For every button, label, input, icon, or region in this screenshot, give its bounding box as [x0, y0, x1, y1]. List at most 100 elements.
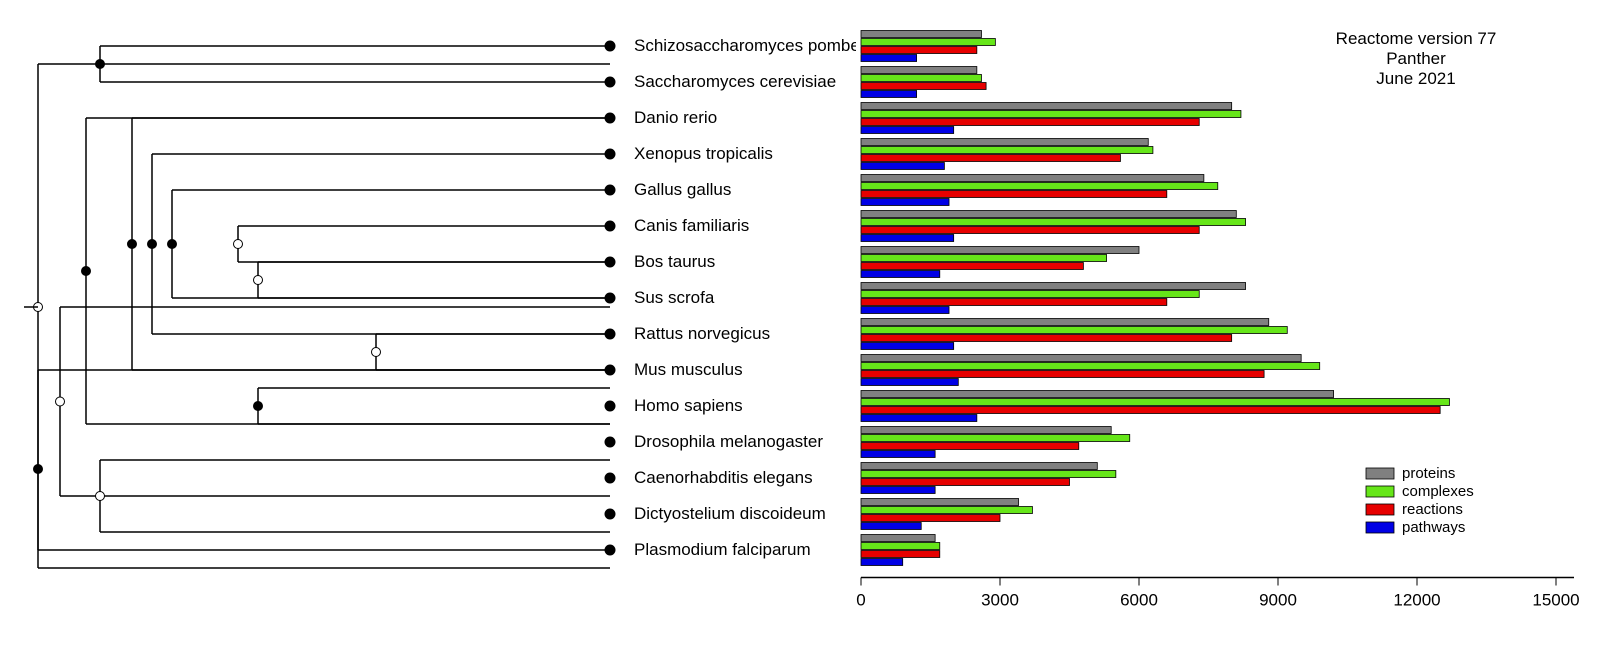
species-label: Sus scrofa: [634, 288, 715, 307]
legend-label: proteins: [1402, 465, 1455, 482]
bar-complexes: [861, 435, 1130, 442]
species-label: Homo sapiens: [634, 396, 743, 415]
bar-complexes: [861, 507, 1032, 514]
legend-label: pathways: [1402, 519, 1465, 536]
legend-swatch-complexes: [1366, 486, 1394, 497]
bar-complexes: [861, 327, 1287, 334]
tree-internal-node: [372, 348, 381, 357]
bar-reactions: [861, 83, 986, 90]
bar-proteins: [861, 283, 1246, 290]
species-label: Mus musculus: [634, 360, 743, 379]
bar-proteins: [861, 499, 1019, 506]
bar-complexes: [861, 255, 1107, 262]
bar-pathways: [861, 199, 949, 206]
bar-proteins: [861, 427, 1111, 434]
legend-swatch-pathways: [1366, 522, 1394, 533]
bar-pathways: [861, 271, 940, 278]
bar-complexes: [861, 39, 995, 46]
chart-title-line: June 2021: [1376, 69, 1455, 88]
bar-reactions: [861, 263, 1083, 270]
bar-pathways: [861, 343, 954, 350]
bar-proteins: [861, 175, 1204, 182]
bar-pathways: [861, 379, 958, 386]
chart-title-line: Reactome version 77: [1336, 29, 1497, 48]
tree-internal-node: [96, 492, 105, 501]
bar-reactions: [861, 47, 977, 54]
x-tick-label: 6000: [1120, 591, 1158, 610]
species-label: Schizosaccharomyces pombe: [634, 36, 856, 55]
species-label: Caenorhabditis elegans: [634, 468, 813, 487]
bar-proteins: [861, 391, 1334, 398]
bar-complexes: [861, 363, 1320, 370]
tree-leaf-node: [605, 473, 615, 483]
species-label: Plasmodium falciparum: [634, 540, 811, 559]
tree-leaf-node: [605, 437, 615, 447]
bar-pathways: [861, 55, 917, 62]
bar-proteins: [861, 463, 1097, 470]
bar-complexes: [861, 399, 1449, 406]
bar-reactions: [861, 443, 1079, 450]
tree-internal-node: [148, 240, 157, 249]
bar-reactions: [861, 551, 940, 558]
bar-pathways: [861, 307, 949, 314]
bar-pathways: [861, 235, 954, 242]
species-label: Bos taurus: [634, 252, 715, 271]
bar-reactions: [861, 299, 1167, 306]
tree-svg: Schizosaccharomyces pombe Saccharomyces c…: [20, 20, 856, 635]
bar-complexes: [861, 291, 1199, 298]
bar-reactions: [861, 227, 1199, 234]
tree-leaf-node: [605, 509, 615, 519]
legend-swatch-reactions: [1366, 504, 1394, 515]
tree-internal-node: [254, 276, 263, 285]
chart-svg: 0 3000 6000 9000 12000 15000 Reactome version …: [856, 20, 1591, 635]
bar-reactions: [861, 407, 1440, 414]
x-tick-label: 15000: [1532, 591, 1579, 610]
x-tick-label: 12000: [1393, 591, 1440, 610]
bar-reactions: [861, 371, 1264, 378]
tree-internal-node: [168, 240, 177, 249]
species-label: Gallus gallus: [634, 180, 731, 199]
bar-proteins: [861, 67, 977, 74]
x-tick-label: 3000: [981, 591, 1019, 610]
bar-proteins: [861, 103, 1232, 110]
bar-chart-panel: 0 3000 6000 9000 12000 15000 Reactome version …: [856, 20, 1591, 635]
phylogenetic-tree-panel: Schizosaccharomyces pombe Saccharomyces c…: [20, 20, 856, 635]
bar-reactions: [861, 335, 1232, 342]
bar-pathways: [861, 559, 903, 566]
figure-container: Schizosaccharomyces pombe Saccharomyces c…: [20, 20, 1591, 635]
chart-title-line: Panther: [1386, 49, 1446, 68]
bar-pathways: [861, 487, 935, 494]
bar-complexes: [861, 111, 1241, 118]
bar-pathways: [861, 163, 944, 170]
bar-proteins: [861, 139, 1148, 146]
legend-swatch-proteins: [1366, 468, 1394, 479]
bar-proteins: [861, 211, 1236, 218]
tree-internal-node: [254, 402, 263, 411]
species-label: Xenopus tropicalis: [634, 144, 773, 163]
tree-internal-node: [56, 397, 65, 406]
legend-label: complexes: [1402, 483, 1474, 500]
x-tick-label: 9000: [1259, 591, 1297, 610]
bar-reactions: [861, 155, 1120, 162]
bar-pathways: [861, 523, 921, 530]
bar-pathways: [861, 415, 977, 422]
tree-internal-node: [82, 267, 91, 276]
bar-pathways: [861, 91, 917, 98]
tree-internal-node: [96, 60, 105, 69]
species-label: Danio rerio: [634, 108, 717, 127]
bar-pathways: [861, 127, 954, 134]
bar-proteins: [861, 247, 1139, 254]
species-label: Saccharomyces cerevisiae: [634, 72, 836, 91]
bar-complexes: [861, 183, 1218, 190]
bar-complexes: [861, 219, 1246, 226]
bar-complexes: [861, 147, 1153, 154]
species-label: Rattus norvegicus: [634, 324, 770, 343]
species-label: Canis familiaris: [634, 216, 749, 235]
bar-reactions: [861, 515, 1000, 522]
species-label: Dictyostelium discoideum: [634, 504, 826, 523]
tree-internal-node: [128, 240, 137, 249]
x-tick-label: 0: [856, 591, 865, 610]
bar-proteins: [861, 355, 1301, 362]
species-label: Drosophila melanogaster: [634, 432, 823, 451]
legend-label: reactions: [1402, 501, 1463, 518]
